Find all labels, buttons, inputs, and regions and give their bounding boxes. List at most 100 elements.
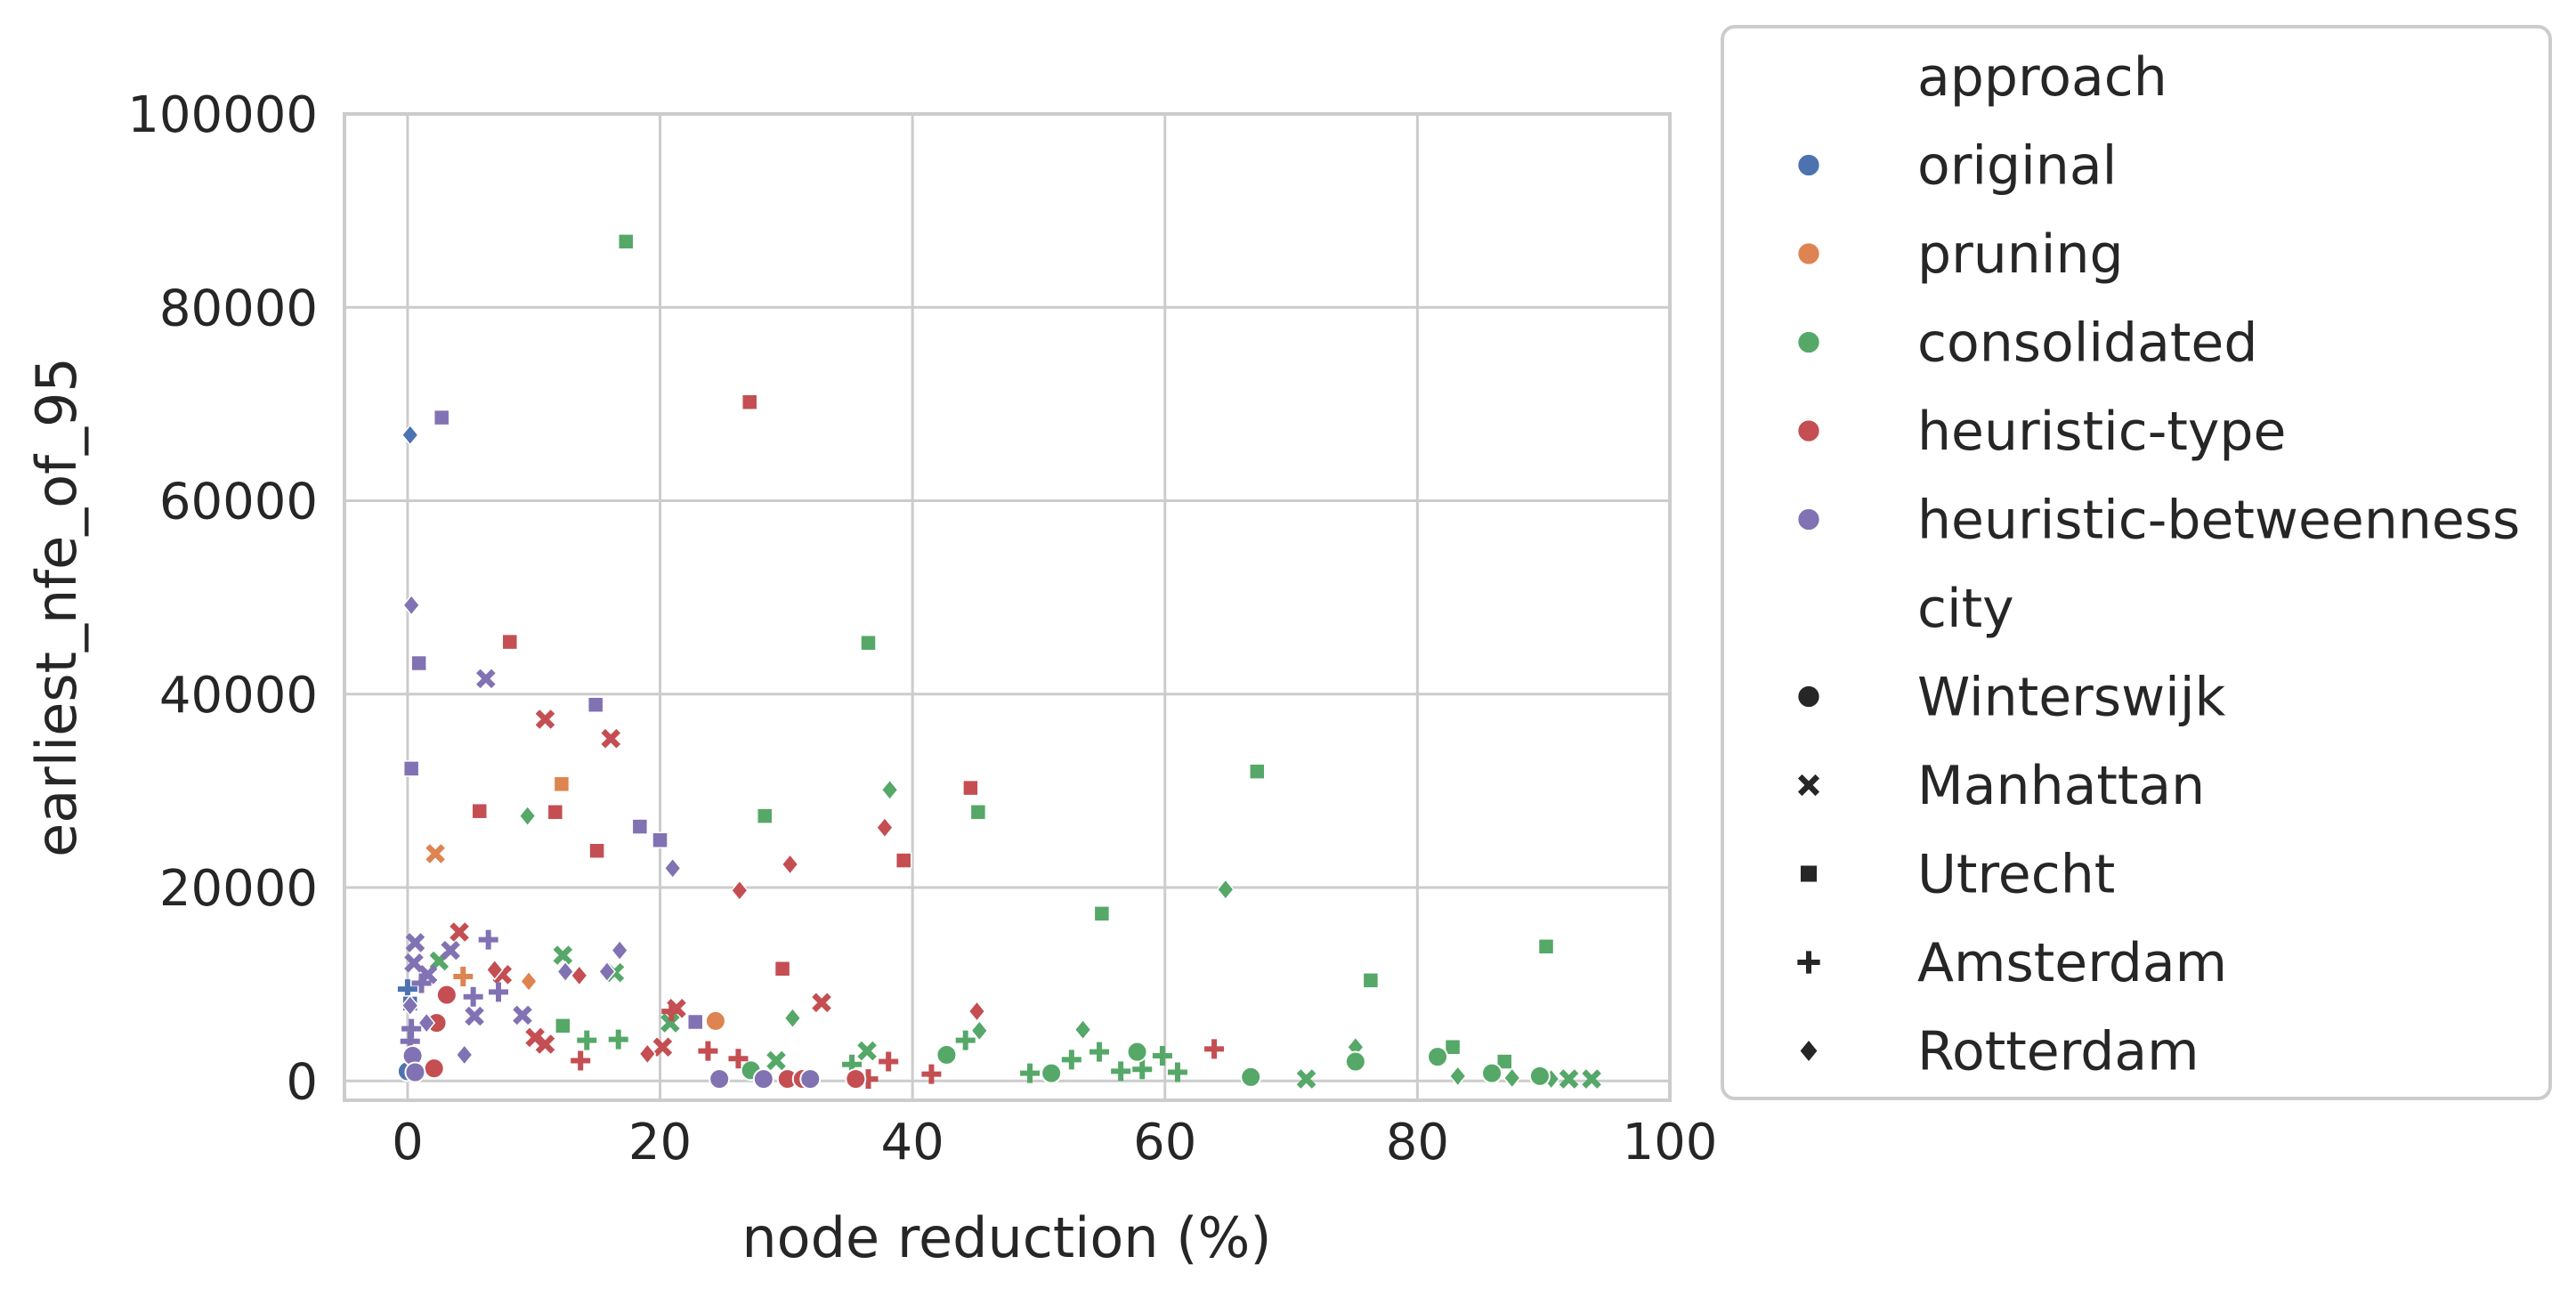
- data-point: [417, 1011, 436, 1034]
- data-point: [663, 857, 682, 880]
- legend-marker-winterswijk: [1796, 684, 1821, 709]
- data-point: [485, 959, 504, 981]
- data-point: [1020, 1063, 1041, 1083]
- series-heuristic-type: [423, 393, 1225, 1090]
- data-point: [501, 633, 519, 651]
- legend-label-pruning: pruning: [1917, 223, 2124, 286]
- legend-marker-original: [1796, 152, 1821, 178]
- data-point: [783, 1007, 802, 1029]
- data-point: [812, 993, 831, 1013]
- data-point: [1204, 1039, 1225, 1059]
- data-point: [476, 669, 496, 689]
- data-point: [588, 842, 605, 859]
- legend-label-utrecht: Utrecht: [1917, 844, 2115, 906]
- series-consolidated: [429, 233, 1601, 1090]
- y-axis-title: earliest_nfe_of_95: [24, 357, 89, 857]
- data-point: [513, 1005, 532, 1025]
- data-point: [465, 1006, 484, 1026]
- data-point: [799, 1068, 822, 1090]
- data-point: [969, 804, 987, 821]
- data-point: [489, 982, 509, 1002]
- y-tick-label: 60000: [159, 474, 318, 531]
- data-point: [404, 952, 424, 973]
- data-point: [553, 775, 571, 793]
- x-tick-label: 0: [392, 1114, 424, 1171]
- plot-frame: [343, 112, 1672, 1102]
- legend-label-heuristic-betweenness: heuristic-betweenness: [1917, 490, 2520, 552]
- data-point: [425, 844, 445, 863]
- legend-label-consolidated: consolidated: [1917, 312, 2257, 375]
- data-point: [652, 1037, 673, 1058]
- data-points: [396, 233, 1601, 1090]
- data-point: [553, 945, 573, 965]
- legend-label-winterswijk: Winterswijk: [1917, 667, 2225, 729]
- data-point: [587, 696, 604, 713]
- data-point: [1559, 1069, 1579, 1089]
- data-point: [404, 1061, 426, 1083]
- data-point: [435, 984, 458, 1006]
- data-point: [1126, 1041, 1148, 1063]
- y-tick-label: 0: [286, 1053, 318, 1111]
- data-point: [686, 1013, 704, 1031]
- data-point: [1444, 1039, 1462, 1056]
- data-point: [895, 852, 912, 869]
- legend-title-approach: approach: [1917, 46, 2167, 109]
- data-point: [638, 1042, 657, 1066]
- legend-marker-heuristic-betweenness: [1796, 507, 1821, 532]
- data-point: [1362, 972, 1380, 989]
- data-point: [1582, 1069, 1601, 1089]
- data-point: [781, 853, 799, 876]
- y-axis-ticks: 0 20000 40000 60000 80000 100000: [127, 86, 318, 1111]
- data-point: [556, 961, 575, 983]
- legend-marker-amsterdam: [1797, 951, 1820, 974]
- data-point: [608, 1029, 628, 1050]
- x-tick-label: 100: [1623, 1114, 1718, 1171]
- x-tick-label: 20: [628, 1114, 692, 1171]
- data-point: [879, 1051, 899, 1072]
- data-point: [441, 940, 460, 961]
- data-point: [1132, 1059, 1153, 1080]
- data-point: [1495, 1053, 1513, 1070]
- data-point: [756, 807, 774, 824]
- plot-area: [344, 114, 1670, 1100]
- data-point: [955, 1030, 976, 1050]
- data-point: [661, 1001, 682, 1022]
- data-point: [1249, 763, 1266, 780]
- legend-marker-rotterdam: [1798, 1038, 1819, 1064]
- data-point: [410, 654, 427, 672]
- data-point: [535, 1034, 555, 1054]
- data-point: [857, 1041, 877, 1061]
- data-point: [730, 880, 749, 902]
- legend-frame: [1721, 25, 2552, 1100]
- data-point: [601, 728, 621, 749]
- legend-marker-pruning: [1796, 241, 1821, 266]
- data-point: [631, 818, 649, 835]
- data-point: [411, 973, 432, 993]
- data-point: [402, 594, 421, 617]
- data-point: [401, 994, 419, 1017]
- data-point: [962, 779, 979, 797]
- legend-label-amsterdam: Amsterdam: [1917, 932, 2227, 994]
- data-point: [1111, 1061, 1131, 1082]
- data-point: [880, 779, 899, 801]
- x-tick-label: 80: [1386, 1114, 1449, 1171]
- legend-label-original: original: [1917, 135, 2117, 198]
- legend-title-city: city: [1917, 578, 2014, 640]
- data-point: [1528, 1065, 1551, 1087]
- data-point: [936, 1043, 958, 1066]
- data-point: [1073, 1018, 1092, 1041]
- data-point: [875, 816, 894, 839]
- y-tick-label: 80000: [159, 280, 318, 337]
- y-tick-label: 40000: [159, 667, 318, 725]
- data-point: [1216, 879, 1235, 901]
- data-point: [1061, 1050, 1081, 1070]
- legend-label-manhattan: Manhattan: [1917, 755, 2205, 817]
- legend-marker-heuristic-type: [1796, 418, 1821, 443]
- data-point: [774, 961, 791, 977]
- data-point: [535, 709, 555, 729]
- series-pruning: [425, 775, 726, 1032]
- x-tick-label: 40: [881, 1114, 944, 1171]
- data-point: [741, 393, 758, 410]
- data-point: [577, 1030, 597, 1050]
